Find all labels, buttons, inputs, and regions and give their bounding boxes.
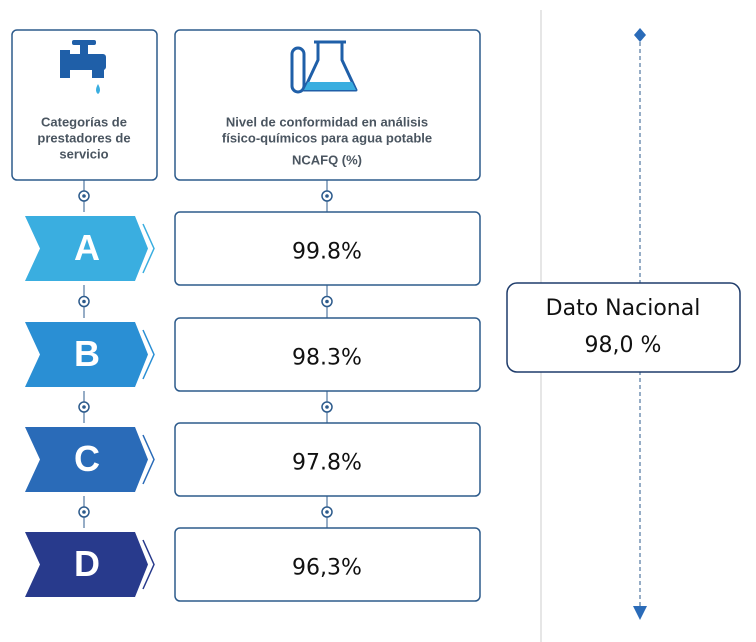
category-arrow: [25, 532, 148, 597]
connector-dot-inner: [82, 299, 86, 304]
header-text: NCAFQ (%): [292, 152, 362, 167]
connector-dot-inner: [325, 299, 329, 304]
diamond: [634, 28, 646, 42]
connector-dot-inner: [82, 405, 86, 409]
category-letter: A: [74, 227, 100, 268]
flask-icon: [290, 40, 358, 94]
value-text: 97.8%: [292, 451, 362, 476]
arrow-head: [633, 606, 647, 620]
category-letter: C: [74, 438, 100, 479]
connector-dot-inner: [325, 194, 329, 198]
national-label: Dato Nacional: [546, 296, 701, 321]
connector-dot-inner: [82, 194, 86, 198]
header-text: servicio: [59, 146, 108, 161]
value-text: 96,3%: [292, 556, 362, 581]
connector-dot-inner: [325, 510, 329, 514]
header-text: prestadores de: [37, 130, 130, 145]
value-text: 99.8%: [292, 240, 362, 265]
header-text: físico-químicos para agua potable: [222, 130, 432, 145]
chevron: [142, 223, 155, 274]
connector-dot-inner: [82, 510, 86, 514]
category-arrow: [25, 216, 148, 281]
connector-dot-inner: [325, 405, 329, 409]
chevron: [142, 539, 155, 590]
chevron: [142, 329, 155, 380]
faucet-icon: [60, 40, 106, 94]
category-arrow: [25, 322, 148, 387]
national-value: 98,0 %: [585, 333, 662, 358]
national-box: [506, 282, 741, 373]
category-letter: B: [74, 333, 100, 374]
header-text: Nivel de conformidad en análisis: [226, 114, 428, 129]
category-letter: D: [74, 543, 100, 584]
value-box: [174, 527, 481, 602]
value-text: 98.3%: [292, 346, 362, 371]
category-arrow: [25, 427, 148, 492]
header-text: Categorías de: [41, 114, 127, 129]
chevron: [142, 434, 155, 485]
